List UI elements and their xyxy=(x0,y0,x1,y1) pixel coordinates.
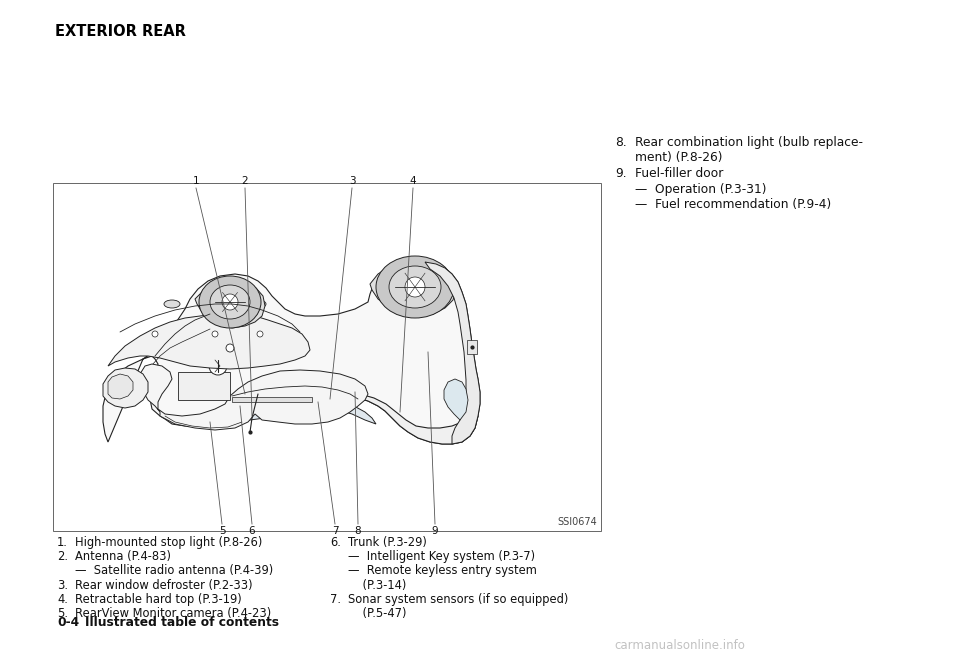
Text: ment) (P.8-26): ment) (P.8-26) xyxy=(635,151,723,165)
Polygon shape xyxy=(108,314,310,369)
Text: Antenna (P.4-83): Antenna (P.4-83) xyxy=(75,550,171,563)
Text: 9.: 9. xyxy=(615,167,627,180)
Text: 3.: 3. xyxy=(57,578,68,592)
Polygon shape xyxy=(103,368,148,408)
Text: High-mounted stop light (P.8-26): High-mounted stop light (P.8-26) xyxy=(75,536,262,549)
Ellipse shape xyxy=(376,256,454,318)
Text: SSI0674: SSI0674 xyxy=(557,517,597,527)
Text: 5: 5 xyxy=(219,526,226,536)
Circle shape xyxy=(405,277,425,297)
Text: Illustrated table of contents: Illustrated table of contents xyxy=(85,616,279,629)
Text: EXTERIOR REAR: EXTERIOR REAR xyxy=(55,24,186,39)
Polygon shape xyxy=(232,400,376,424)
Text: 0-4: 0-4 xyxy=(57,616,79,629)
Text: (P.3-14): (P.3-14) xyxy=(348,578,406,592)
Text: 4.: 4. xyxy=(57,593,68,606)
Text: 9: 9 xyxy=(432,526,439,536)
Circle shape xyxy=(152,331,158,337)
Polygon shape xyxy=(140,364,368,430)
Text: Sonar system sensors (if so equipped): Sonar system sensors (if so equipped) xyxy=(348,593,568,606)
Text: 5.: 5. xyxy=(57,607,68,620)
Text: 7.: 7. xyxy=(330,593,341,606)
Text: Retractable hard top (P.3-19): Retractable hard top (P.3-19) xyxy=(75,593,242,606)
Bar xyxy=(178,372,230,400)
Polygon shape xyxy=(425,262,480,444)
Text: 2.: 2. xyxy=(57,550,68,563)
Text: 4: 4 xyxy=(410,176,417,186)
Text: 1: 1 xyxy=(193,176,200,186)
Bar xyxy=(467,340,477,354)
Text: —  Operation (P.3-31): — Operation (P.3-31) xyxy=(635,183,766,195)
Ellipse shape xyxy=(199,276,261,328)
Polygon shape xyxy=(444,379,468,420)
Circle shape xyxy=(212,331,218,337)
Polygon shape xyxy=(108,374,133,399)
Text: (P.5-47): (P.5-47) xyxy=(348,607,406,620)
Text: 6: 6 xyxy=(249,526,255,536)
Circle shape xyxy=(226,344,234,352)
Text: 8.: 8. xyxy=(615,136,627,149)
Text: 2: 2 xyxy=(242,176,249,186)
Polygon shape xyxy=(103,261,480,444)
Text: 7: 7 xyxy=(332,526,338,536)
Ellipse shape xyxy=(250,300,266,308)
Ellipse shape xyxy=(389,266,441,308)
Text: Rear combination light (bulb replace-: Rear combination light (bulb replace- xyxy=(635,136,863,149)
Polygon shape xyxy=(238,390,478,444)
Circle shape xyxy=(209,357,227,375)
Text: Fuel-filler door: Fuel-filler door xyxy=(635,167,724,180)
Text: 6.: 6. xyxy=(330,536,341,549)
Circle shape xyxy=(222,294,238,310)
Text: RearView Monitor camera (P.4-23): RearView Monitor camera (P.4-23) xyxy=(75,607,272,620)
Text: —  Remote keyless entry system: — Remote keyless entry system xyxy=(348,564,537,578)
Bar xyxy=(232,397,312,402)
Polygon shape xyxy=(370,261,456,316)
Text: Trunk (P.3-29): Trunk (P.3-29) xyxy=(348,536,427,549)
Text: —  Fuel recommendation (P.9-4): — Fuel recommendation (P.9-4) xyxy=(635,198,831,211)
Text: —  Satellite radio antenna (P.4-39): — Satellite radio antenna (P.4-39) xyxy=(75,564,274,578)
Text: —  Intelligent Key system (P.3-7): — Intelligent Key system (P.3-7) xyxy=(348,550,535,563)
Text: 1.: 1. xyxy=(57,536,68,549)
Ellipse shape xyxy=(210,285,250,319)
Text: carmanualsonline.info: carmanualsonline.info xyxy=(614,639,745,652)
Circle shape xyxy=(257,331,263,337)
Bar xyxy=(53,183,601,531)
Ellipse shape xyxy=(164,300,180,308)
Text: Rear window defroster (P.2-33): Rear window defroster (P.2-33) xyxy=(75,578,252,592)
Text: 3: 3 xyxy=(348,176,355,186)
Text: 8: 8 xyxy=(354,526,361,536)
Polygon shape xyxy=(195,280,265,328)
